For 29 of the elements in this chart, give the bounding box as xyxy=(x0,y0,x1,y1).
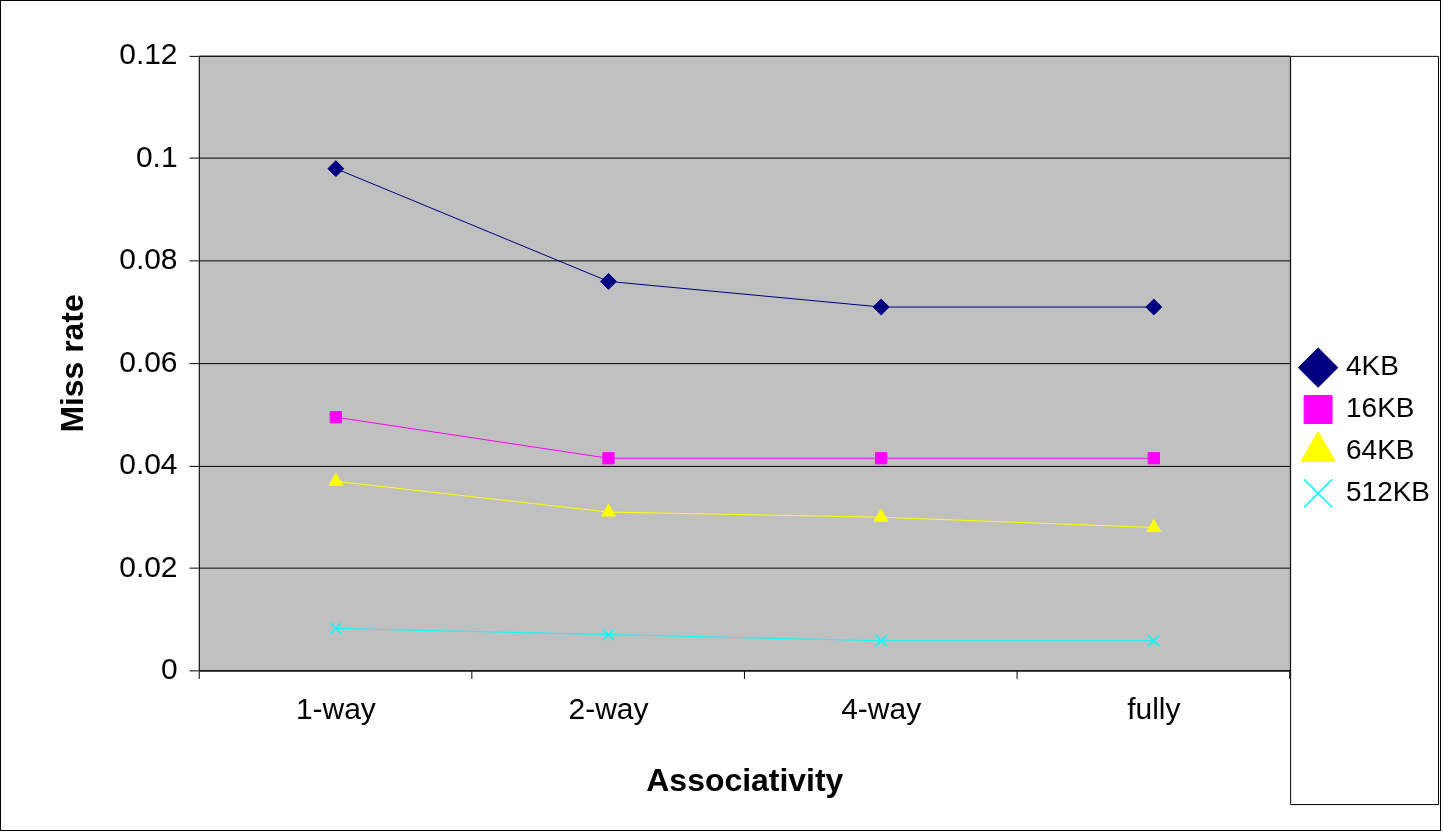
y-tick-label: 0.06 xyxy=(119,344,178,378)
y-tick-label: 0.08 xyxy=(119,242,178,276)
y-tick-label: 0.1 xyxy=(135,139,178,173)
point xyxy=(1147,452,1160,465)
x-tick-label: fully xyxy=(1127,692,1181,726)
point xyxy=(875,452,888,465)
y-tick-label: 0.02 xyxy=(119,549,178,583)
x-tick-label: 4-way xyxy=(841,692,922,726)
x-axis-title: Associativity xyxy=(646,761,844,798)
legend-label: 4KB xyxy=(1346,350,1399,382)
point xyxy=(1145,298,1163,316)
y-tick-label: 0.12 xyxy=(119,37,178,71)
legend-label: 16KB xyxy=(1346,392,1415,424)
y-axis-title: Miss rate xyxy=(53,294,90,433)
x-tick-label: 1-way xyxy=(295,692,376,726)
point xyxy=(872,298,890,316)
y-tick-label: 0 xyxy=(160,652,178,686)
legend-label: 512KB xyxy=(1346,476,1430,508)
point xyxy=(329,411,342,424)
y-tick-label: 0.04 xyxy=(119,447,178,481)
point xyxy=(602,628,615,641)
point xyxy=(602,452,615,465)
x-tick-label: 2-way xyxy=(568,692,649,726)
point xyxy=(327,160,345,178)
legend-label: 64KB xyxy=(1346,434,1415,466)
point xyxy=(1147,634,1161,648)
point xyxy=(874,634,888,648)
point xyxy=(329,622,343,635)
point xyxy=(600,272,617,290)
